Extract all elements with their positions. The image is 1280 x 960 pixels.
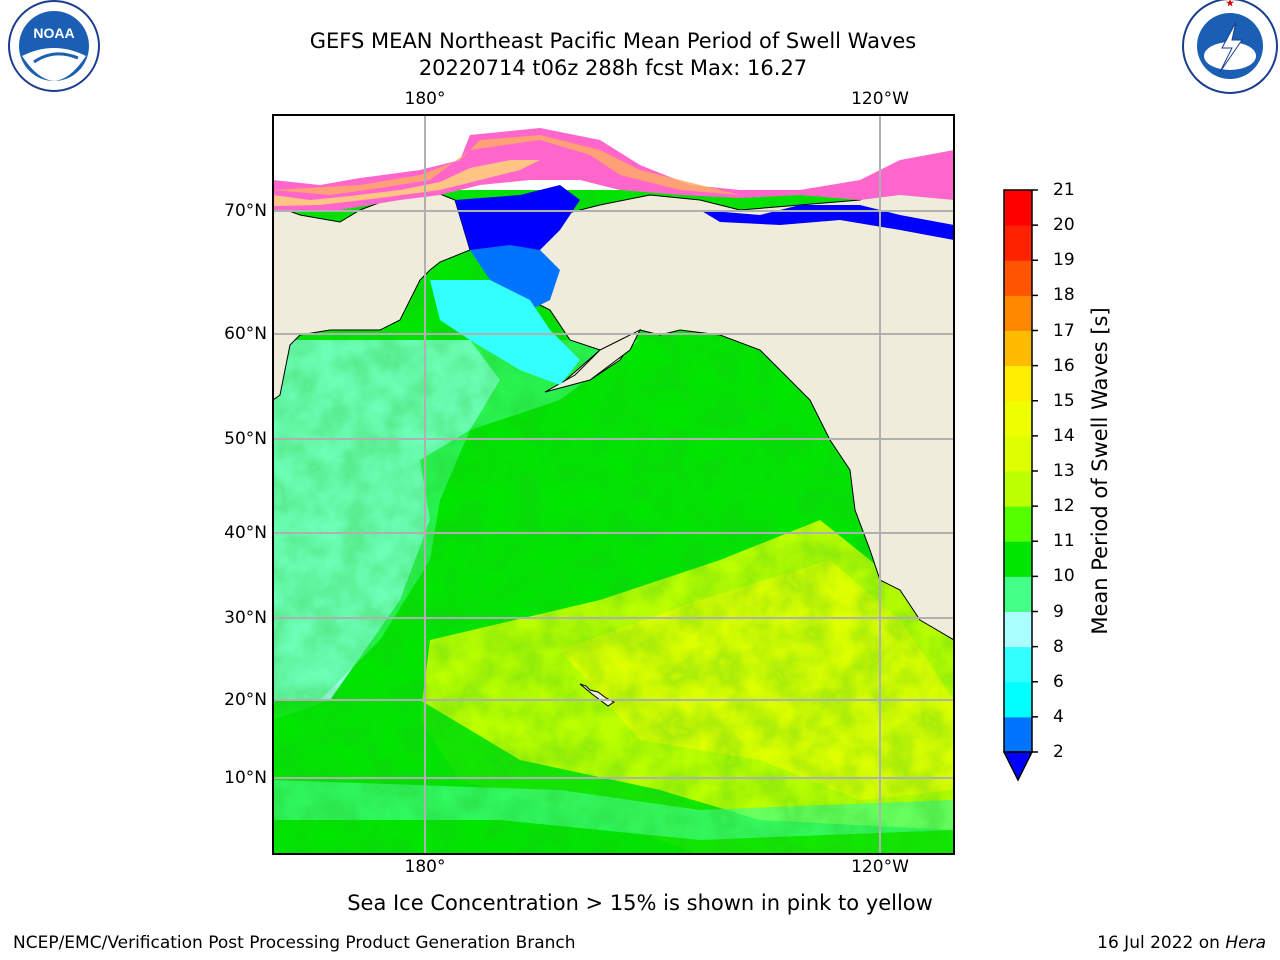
map-frame (272, 114, 955, 855)
colorbar-swatch (1004, 471, 1032, 507)
colorbar-swatch (1004, 611, 1032, 648)
map-area (273, 115, 954, 854)
colorbar-swatch (1004, 716, 1032, 753)
colorbar-swatch (1004, 506, 1032, 542)
colorbar (1002, 189, 1038, 782)
colorbar-swatch (1004, 541, 1032, 577)
colorbar-tick-label: 15 (1053, 390, 1075, 411)
lon-tick-top: 180° (404, 89, 446, 109)
colorbar-tick-label: 11 (1053, 531, 1075, 552)
lon-tick-bottom: 180° (404, 857, 446, 877)
sea-ice-note: Sea Ice Concentration > 15% is shown in … (347, 891, 933, 915)
chart-subtitle: 20220714 t06z 288h fcst Max: 16.27 (418, 56, 808, 80)
lat-tick: 70°N (224, 201, 267, 221)
graticule (273, 115, 954, 854)
colorbar-tick-label: 13 (1053, 461, 1075, 481)
colorbar-swatch (1004, 435, 1032, 472)
land-polygon (509, 159, 954, 641)
lon-tick-top: 120°W (851, 89, 909, 109)
colorbar-tick-label: 18 (1053, 285, 1075, 306)
lon-tick-bottom: 120°W (851, 857, 909, 877)
colorbar-swatch (1004, 190, 1032, 226)
colorbar-swatch (1004, 330, 1032, 367)
noaa-logo-text: NOAA (33, 25, 74, 41)
lat-tick: 60°N (224, 324, 267, 344)
footer-credit: NCEP/EMC/Verification Post Processing Pr… (13, 933, 576, 953)
colorbar-tick-label: 8 (1053, 636, 1064, 657)
colorbar-tick-label: 9 (1053, 601, 1064, 622)
colorbar-tick-label: 12 (1053, 496, 1075, 517)
colorbar-tick-label: 2 (1053, 742, 1064, 762)
colorbar-underflow (1002, 751, 1034, 782)
noaa-logo: NOAA (8, 0, 100, 92)
colorbar-tick-label: 16 (1053, 355, 1075, 376)
lat-tick: 10°N (224, 768, 267, 788)
lat-tick: 20°N (224, 690, 267, 710)
colorbar-swatch (1004, 260, 1032, 296)
colorbar-tick-label: 19 (1053, 250, 1075, 271)
lat-tick: 50°N (224, 429, 267, 449)
colorbar-swatch (1004, 295, 1032, 331)
colorbar-tick-label: 6 (1053, 671, 1064, 692)
colorbar-swatch (1004, 400, 1032, 437)
colorbar-tick-label: 20 (1053, 215, 1075, 236)
colorbar-tick-label: 10 (1053, 566, 1075, 587)
colorbar-tick-label: 21 (1053, 180, 1075, 200)
svg-text:★: ★ (1226, 0, 1235, 8)
colorbar-swatch (1004, 681, 1032, 718)
nws-logo: ★ (1182, 0, 1278, 94)
colorbar-tick-label: 17 (1053, 320, 1075, 341)
colorbar-tick-label: 14 (1053, 425, 1075, 446)
colorbar-label: Mean Period of Swell Waves [s] (1088, 307, 1112, 635)
lat-tick: 30°N (224, 608, 267, 628)
colorbar-swatch (1004, 576, 1032, 612)
colorbar-swatch (1004, 225, 1032, 261)
footer-host: Hera (1225, 933, 1266, 953)
chart-title: GEFS MEAN Northeast Pacific Mean Period … (309, 29, 917, 53)
colorbar-tick-label: 4 (1053, 706, 1064, 727)
colorbar-swatch (1004, 646, 1032, 683)
footer-date: 16 Jul 2022 on Hera (1097, 933, 1266, 953)
lat-tick: 40°N (224, 523, 267, 543)
colorbar-swatch (1004, 365, 1032, 402)
